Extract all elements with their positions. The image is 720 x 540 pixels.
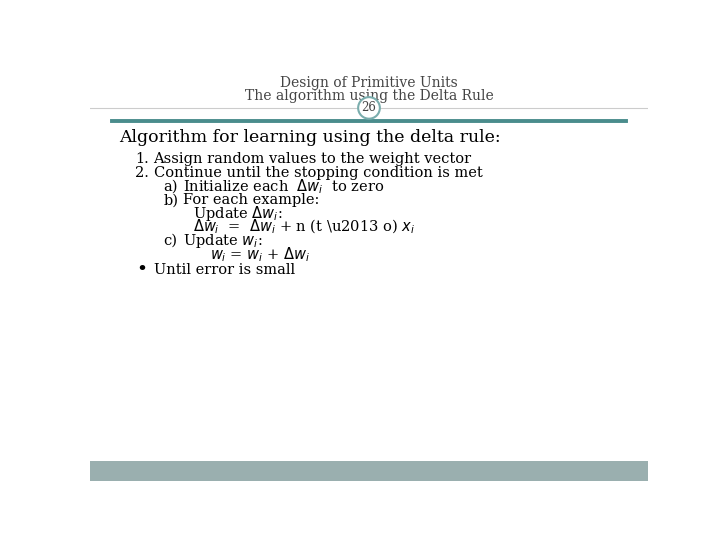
Text: $w_i$ = $w_i$ + $\Delta w_i$: $w_i$ = $w_i$ + $\Delta w_i$ [210, 246, 310, 265]
Text: Continue until the stopping condition is met: Continue until the stopping condition is… [153, 166, 482, 180]
Text: 26: 26 [361, 102, 377, 114]
Text: Update $\Delta w_i$:: Update $\Delta w_i$: [193, 204, 283, 223]
Text: 1.: 1. [135, 152, 149, 166]
Circle shape [358, 97, 380, 119]
Text: Algorithm for learning using the delta rule:: Algorithm for learning using the delta r… [120, 130, 501, 146]
Text: For each example:: For each example: [183, 193, 320, 207]
Text: Update $w_i$:: Update $w_i$: [183, 232, 263, 250]
Text: Initialize each  $\Delta w_i$  to zero: Initialize each $\Delta w_i$ to zero [183, 177, 384, 196]
Text: c): c) [163, 234, 178, 248]
Text: Design of Primitive Units: Design of Primitive Units [280, 76, 458, 90]
Text: •: • [137, 261, 148, 279]
Text: Until error is small: Until error is small [153, 264, 294, 278]
Text: a): a) [163, 179, 178, 193]
FancyBboxPatch shape [90, 461, 648, 481]
Text: Assign random values to the weight vector: Assign random values to the weight vecto… [153, 152, 472, 166]
Text: $\Delta w_i$  =  $\Delta w_i$ + n (t \u2013 o) $x_i$: $\Delta w_i$ = $\Delta w_i$ + n (t \u201… [193, 217, 415, 235]
Text: 2.: 2. [135, 166, 149, 180]
Text: The algorithm using the Delta Rule: The algorithm using the Delta Rule [245, 89, 493, 103]
Text: b): b) [163, 193, 179, 207]
